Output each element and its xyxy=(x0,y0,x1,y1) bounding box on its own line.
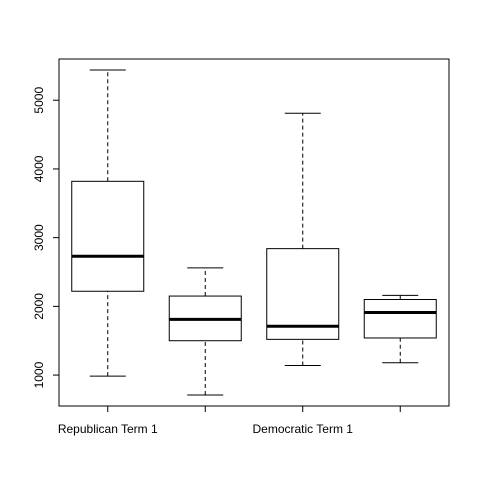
plot-layer: 1000 2000 3000 4000 5000 Republican Term 1 Dem… xyxy=(32,58,450,436)
x-category-label-3: Democratic Term 1 xyxy=(253,422,354,436)
x-category-label-1: Republican Term 1 xyxy=(58,422,158,436)
y-tick-label-4000: 4000 xyxy=(32,155,46,182)
y-tick-label-5000: 5000 xyxy=(32,87,46,114)
y-tick-label-1000: 1000 xyxy=(32,361,46,388)
box-4-iqr xyxy=(363,298,437,339)
box-3-iqr xyxy=(266,248,340,340)
plot-frame xyxy=(58,58,450,407)
y-tick-label-3000: 3000 xyxy=(32,224,46,251)
y-tick-label-2000: 2000 xyxy=(32,293,46,320)
box-1-iqr xyxy=(71,180,145,292)
